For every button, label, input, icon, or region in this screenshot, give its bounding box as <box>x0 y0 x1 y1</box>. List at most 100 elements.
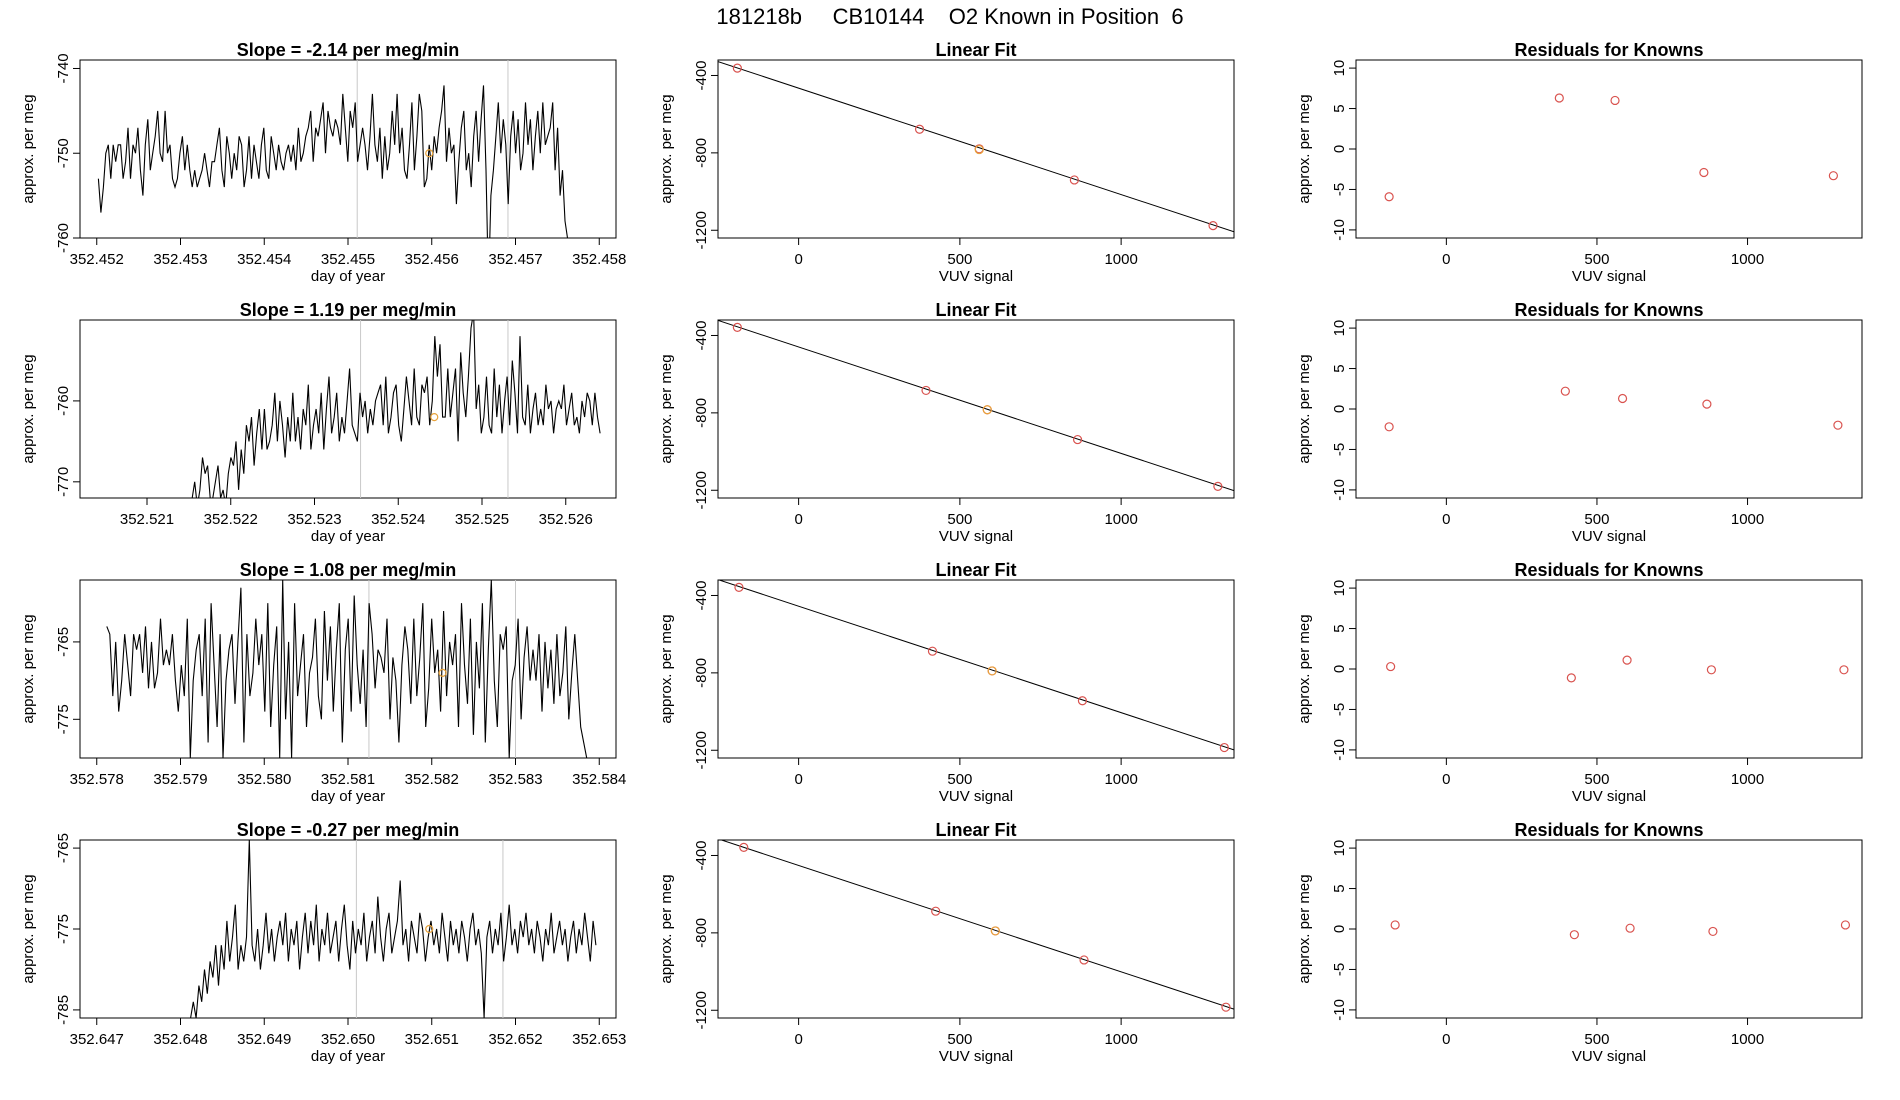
known-point <box>1610 95 1620 106</box>
y-tick-label: -775 <box>55 704 72 734</box>
y-tick-label: -760 <box>55 386 72 416</box>
panel-residuals-1: Residuals for Knowns 0 500 1000 -10 -5 0 5 10 VUV… <box>1296 40 1863 285</box>
x-axis-label: day of year <box>311 1048 385 1065</box>
known-point <box>1702 399 1712 409</box>
panel-title: Linear Fit <box>935 560 1016 580</box>
x-tick-label: 352.456 <box>405 251 459 268</box>
x-axis-label: VUV signal <box>1572 528 1646 545</box>
plot-frame <box>1355 59 1863 239</box>
x-tick-label: 352.457 <box>488 251 542 268</box>
x-tick-label: 352.578 <box>70 771 124 788</box>
known-point <box>1833 420 1843 430</box>
y-tick-label: -5 <box>1331 443 1348 456</box>
known-point <box>1706 665 1717 675</box>
panel-timeseries-4: Slope = -0.27 per meg/min 352.647 352.648 3… <box>20 820 626 1065</box>
panel-title: Linear Fit <box>935 820 1016 840</box>
y-tick-label: 10 <box>1331 840 1348 857</box>
x-tick-label: 352.455 <box>321 251 375 268</box>
known-point <box>1077 696 1088 706</box>
known-point <box>1554 93 1564 103</box>
y-tick-label: 5 <box>1331 624 1348 632</box>
x-tick-label: 352.453 <box>153 251 207 268</box>
x-tick-label: 500 <box>1584 771 1609 788</box>
y-tick-label: 0 <box>1331 145 1348 153</box>
x-tick-label: 500 <box>1584 1031 1609 1048</box>
panel-timeseries-1: Slope = -2.14 per meg/min 352.452 352.453 3… <box>20 40 626 285</box>
known-point <box>1221 1002 1231 1012</box>
x-tick-label: 500 <box>1584 511 1609 528</box>
x-tick-label: 352.452 <box>70 251 124 268</box>
y-tick-label: -765 <box>55 627 72 657</box>
x-tick-label: 0 <box>1442 251 1450 268</box>
x-axis-label: VUV signal <box>939 788 1013 805</box>
x-tick-label: 1000 <box>1731 771 1764 788</box>
sample-point <box>425 149 434 158</box>
x-tick-label: 500 <box>947 771 972 788</box>
x-tick-label: 352.583 <box>488 771 542 788</box>
known-point <box>1079 955 1089 965</box>
y-axis-label: approx. per meg <box>1296 874 1313 983</box>
x-tick-label: 1000 <box>1731 511 1764 528</box>
known-point <box>1569 930 1579 940</box>
y-tick-label: -5 <box>1331 703 1348 716</box>
y-axis-label: approx. per meg <box>20 874 37 983</box>
y-tick-label: -10 <box>1331 479 1348 501</box>
plot-frame <box>717 319 1235 499</box>
plot-area <box>719 840 1234 1012</box>
y-tick-label: -800 <box>693 398 710 428</box>
known-point <box>1708 926 1718 937</box>
y-tick-label: -760 <box>55 223 72 253</box>
known-point <box>1839 665 1849 675</box>
known-point <box>927 646 938 656</box>
y-tick-label: -10 <box>1331 219 1348 241</box>
data-series-line <box>190 840 597 1018</box>
x-tick-label: 352.581 <box>321 771 375 788</box>
y-tick-label: -1200 <box>693 991 710 1029</box>
known-point <box>931 906 941 916</box>
x-tick-label: 352.525 <box>455 511 509 528</box>
plot-area <box>163 320 601 498</box>
sample-point <box>438 668 447 677</box>
panel-title: Residuals for Knowns <box>1514 40 1703 60</box>
y-tick-label: -1200 <box>693 211 710 249</box>
panel-title: Slope = 1.19 per meg/min <box>240 300 457 320</box>
y-tick-label: 10 <box>1331 320 1348 337</box>
known-point <box>1622 655 1632 665</box>
y-tick-label: -785 <box>55 995 72 1025</box>
data-series-line <box>106 580 588 758</box>
y-axis-label: approx. per meg <box>658 94 675 203</box>
fit-line <box>718 320 1234 492</box>
x-tick-label: 1000 <box>1104 511 1137 528</box>
known-point <box>732 322 742 332</box>
x-tick-label: 352.652 <box>488 1031 542 1048</box>
known-point <box>1560 386 1570 396</box>
plot-area <box>1386 655 1849 683</box>
x-tick-label: 0 <box>1442 1031 1450 1048</box>
sample-point <box>990 926 1000 936</box>
x-tick-label: 500 <box>947 511 972 528</box>
y-tick-label: -740 <box>55 53 72 83</box>
x-axis-label: VUV signal <box>1572 268 1646 285</box>
plot-area <box>718 580 1234 753</box>
y-tick-label: -5 <box>1331 183 1348 196</box>
plot-area <box>106 580 588 758</box>
x-tick-label: 0 <box>794 771 802 788</box>
known-point <box>1386 661 1396 672</box>
y-tick-label: -770 <box>55 467 72 497</box>
y-axis-label: approx. per meg <box>658 874 675 983</box>
x-axis-label: VUV signal <box>939 268 1013 285</box>
y-axis-label: approx. per meg <box>1296 354 1313 463</box>
x-tick-label: 1000 <box>1731 1031 1764 1048</box>
x-tick-label: 500 <box>1584 251 1609 268</box>
x-tick-label: 352.653 <box>572 1031 626 1048</box>
panel-residuals-3: Residuals for Knowns 0 500 1000 -10 -5 0 5 10 VUV… <box>1296 560 1863 805</box>
x-axis-label: VUV signal <box>939 1048 1013 1065</box>
known-point <box>1384 192 1394 202</box>
figure-title: 181218b CB10144 O2 Known in Position 6 <box>716 4 1184 29</box>
x-tick-label: 352.647 <box>70 1031 124 1048</box>
known-point <box>1072 434 1083 445</box>
x-tick-label: 0 <box>1442 771 1450 788</box>
panel-timeseries-2: Slope = 1.19 per meg/min 352.521 352.522 35… <box>20 300 617 545</box>
panel-title: Slope = -0.27 per meg/min <box>237 820 460 840</box>
x-tick-label: 352.524 <box>371 511 425 528</box>
